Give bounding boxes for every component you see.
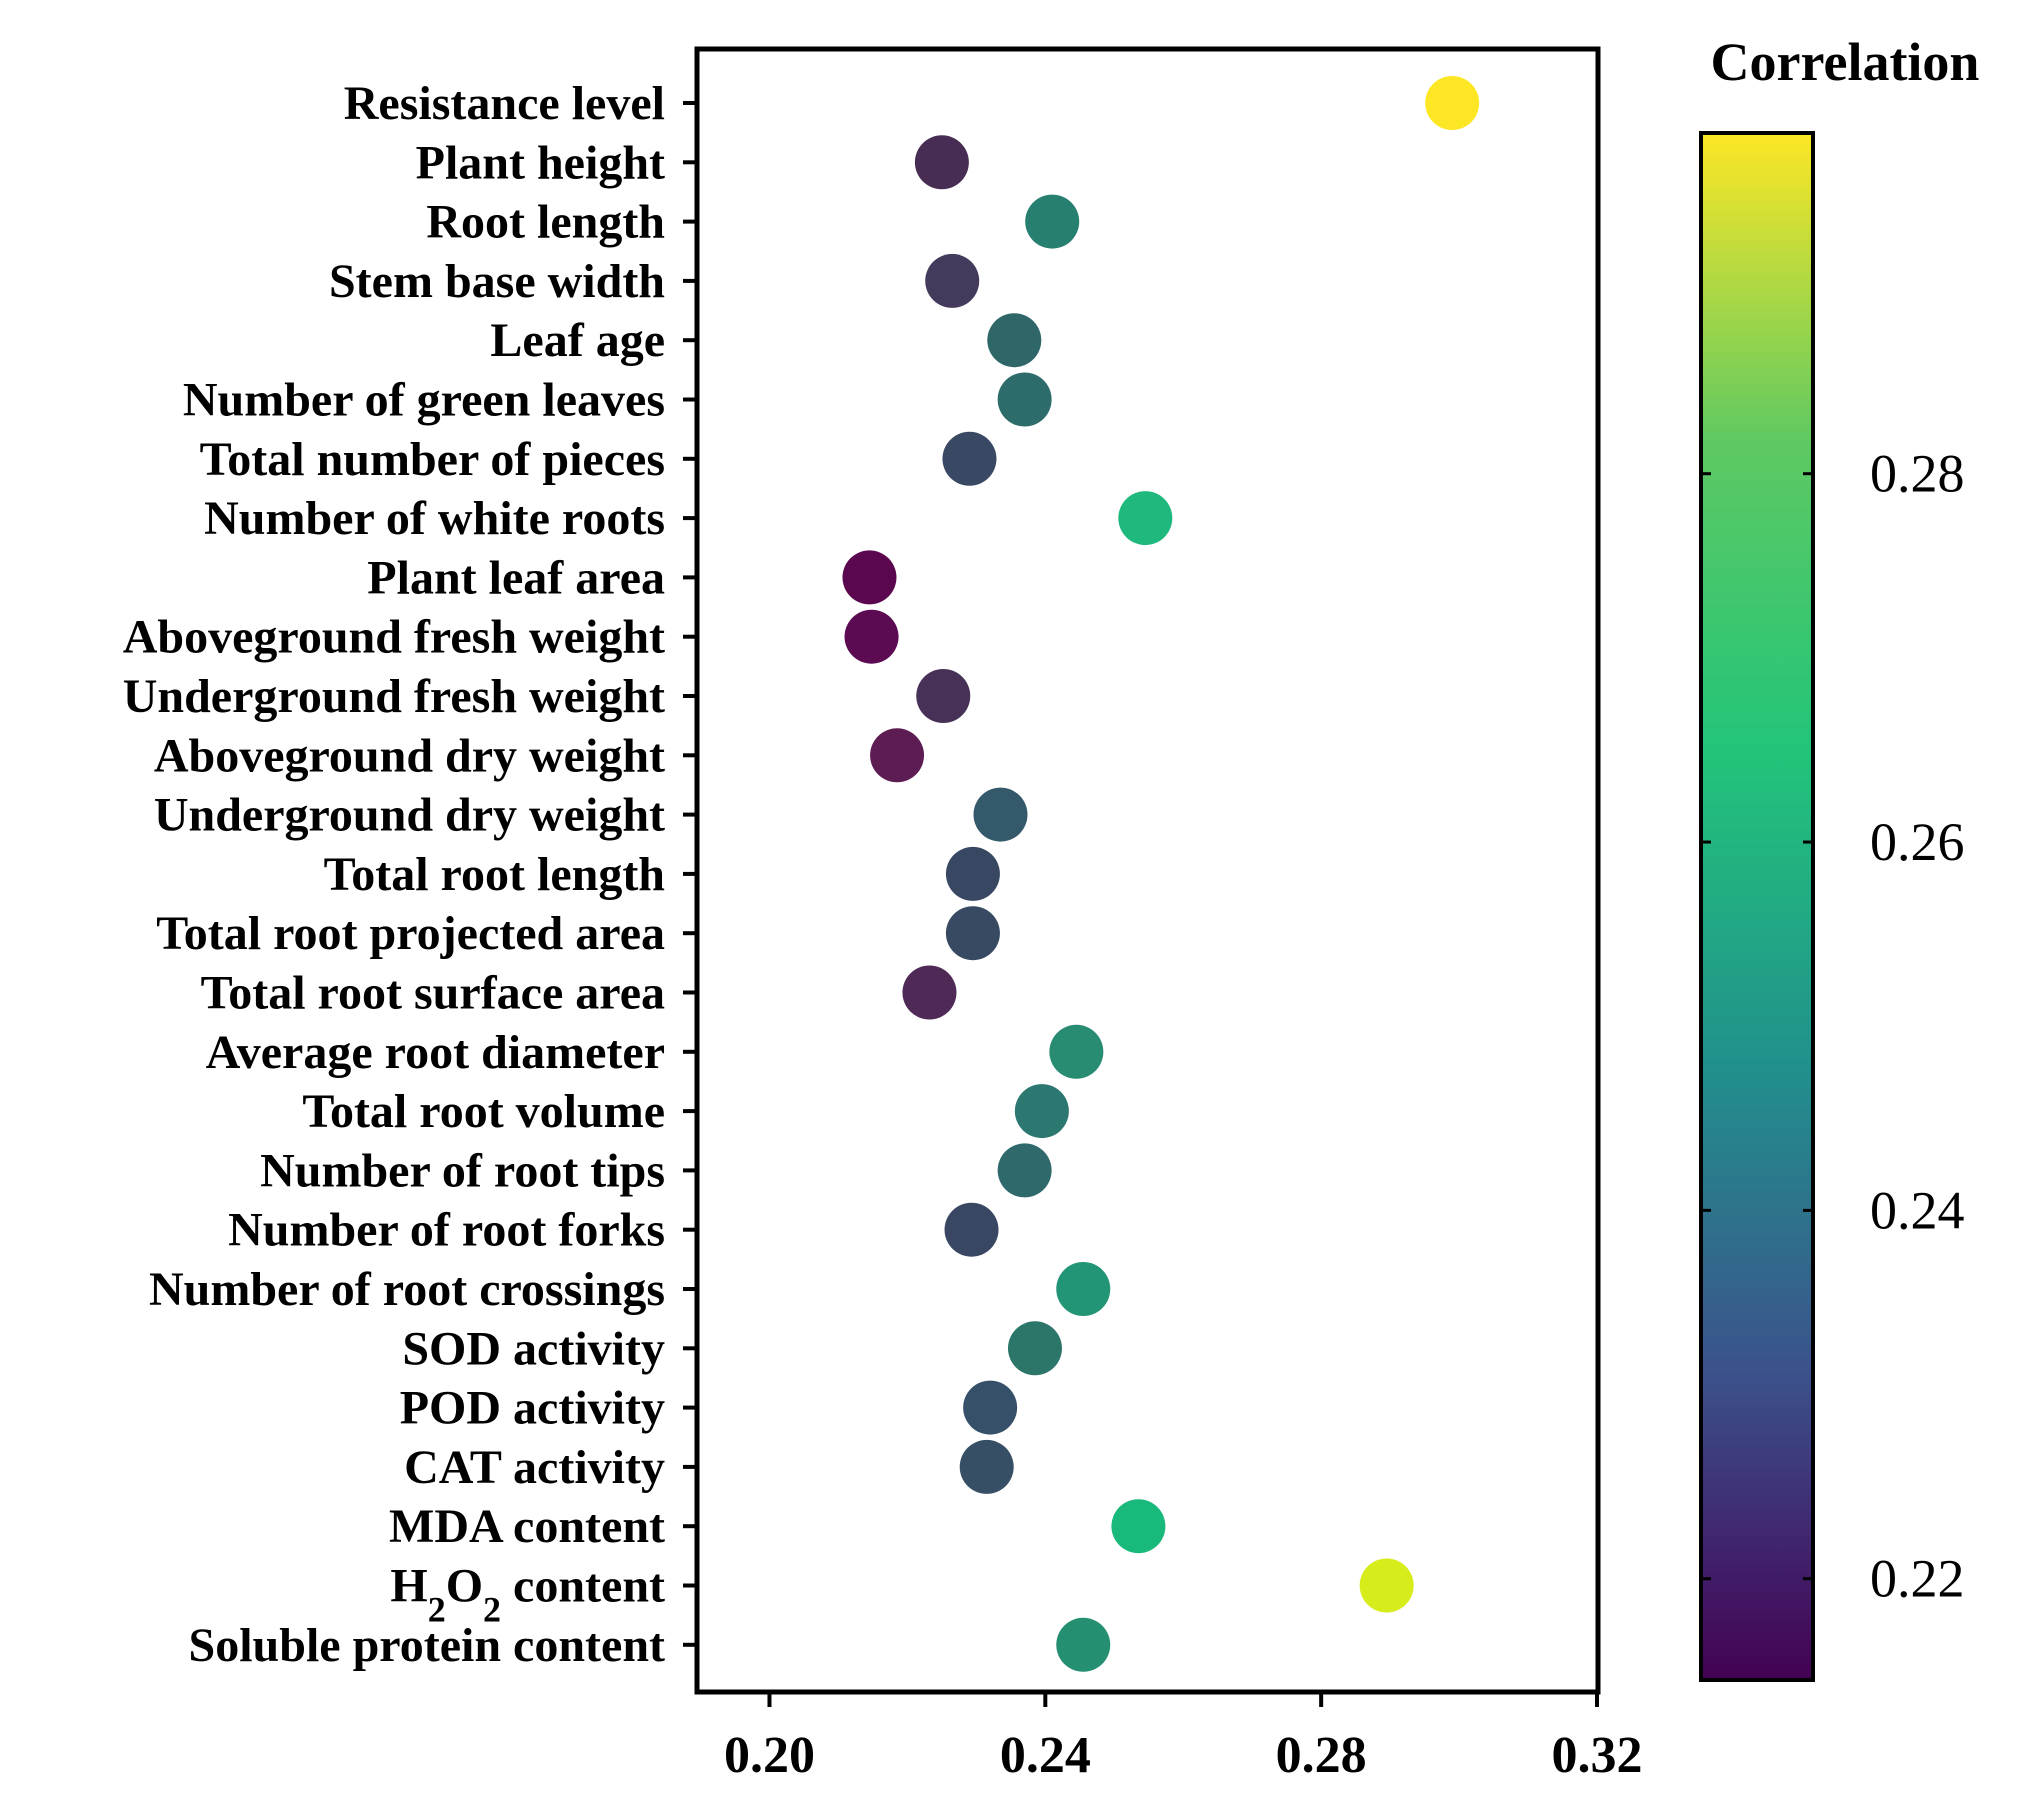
category-label-cat-activity: CAT activity <box>404 1441 665 1494</box>
category-label-plant-height: Plant height <box>416 136 665 189</box>
category-label-total-root-volume: Total root volume <box>302 1085 665 1138</box>
category-label-number-of-green-leaves: Number of green leaves <box>183 374 665 427</box>
data-point-underground-dry-weight <box>973 787 1028 842</box>
colorbar-ticks: 0.22 0.24 0.26 0.28 <box>1701 444 1965 1609</box>
data-point-mda-content <box>1111 1499 1166 1554</box>
data-point-soluble-protein-content <box>1056 1617 1111 1672</box>
data-point-number-of-root-forks <box>944 1202 999 1257</box>
category-label-stem-base-width: Stem base width <box>329 255 665 308</box>
data-point-total-root-projected-area <box>945 906 1000 961</box>
category-label-sod-activity: SOD activity <box>402 1322 665 1375</box>
data-point-total-root-surface-area <box>902 965 957 1020</box>
colorbar <box>1699 131 1815 1682</box>
data-points <box>842 76 1480 1672</box>
category-label-root-length: Root length <box>426 196 665 249</box>
category-label-total-root-surface-area: Total root surface area <box>201 967 665 1020</box>
colorbar-tick-label-0.28: 0.28 <box>1870 444 1965 504</box>
data-point-leaf-age <box>987 313 1042 368</box>
data-point-total-number-of-pieces <box>942 431 997 486</box>
x-tick-label-0.20: 0.20 <box>724 1727 815 1784</box>
colorbar-tick-label-0.26: 0.26 <box>1870 812 1965 872</box>
data-point-number-of-green-leaves <box>997 372 1052 427</box>
category-label-underground-fresh-weight: Underground fresh weight <box>123 670 665 723</box>
data-point-resistance-level <box>1425 76 1480 130</box>
data-point-sod-activity <box>1007 1321 1062 1376</box>
data-point-pod-activity <box>963 1380 1018 1435</box>
colorbar-title: Correlation <box>1711 32 1980 92</box>
category-labels: Resistance level Plant height Root length S… <box>123 77 665 1672</box>
data-point-total-root-length <box>945 846 1000 901</box>
y-axis-ticks <box>683 101 697 1647</box>
category-label-total-root-projected-area: Total root projected area <box>156 907 665 960</box>
data-point-stem-base-width <box>925 253 980 308</box>
category-label-soluble-protein-content: Soluble protein content <box>189 1619 666 1672</box>
category-label-average-root-diameter: Average root diameter <box>206 1026 665 1079</box>
category-label-number-of-root-tips: Number of root tips <box>260 1144 665 1197</box>
data-point-h2o2-content <box>1359 1558 1414 1613</box>
x-tick-label-0.32: 0.32 <box>1552 1727 1643 1784</box>
data-point-number-of-root-crossings <box>1056 1262 1111 1316</box>
data-point-total-root-volume <box>1014 1084 1069 1139</box>
category-label-number-of-white-roots: Number of white roots <box>204 492 665 545</box>
data-point-average-root-diameter <box>1049 1024 1104 1079</box>
category-label-aboveground-fresh-weight: Aboveground fresh weight <box>123 611 665 664</box>
category-label-mda-content: MDA content <box>389 1500 665 1553</box>
data-point-aboveground-fresh-weight <box>844 609 899 664</box>
category-label-underground-dry-weight: Underground dry weight <box>154 789 665 842</box>
data-point-plant-leaf-area <box>842 550 897 605</box>
data-point-aboveground-dry-weight <box>870 728 925 783</box>
colorbar-tick-label-0.22: 0.22 <box>1870 1549 1965 1609</box>
category-label-number-of-root-forks: Number of root forks <box>228 1204 665 1257</box>
category-label-leaf-age: Leaf age <box>490 314 665 367</box>
category-label-aboveground-dry-weight: Aboveground dry weight <box>154 729 665 782</box>
colorbar-tick-label-0.24: 0.24 <box>1870 1180 1965 1240</box>
data-point-cat-activity <box>959 1439 1014 1494</box>
data-point-underground-fresh-weight <box>916 669 971 723</box>
data-point-number-of-root-tips <box>997 1143 1052 1198</box>
data-point-number-of-white-roots <box>1118 491 1173 546</box>
data-point-plant-height <box>914 135 969 190</box>
x-tick-label-0.24: 0.24 <box>1000 1727 1091 1784</box>
category-label-total-root-length: Total root length <box>324 848 665 901</box>
category-label-pod-activity: POD activity <box>400 1382 665 1435</box>
category-label-plant-leaf-area: Plant leaf area <box>367 551 665 604</box>
x-axis-ticks: 0.20 0.24 0.28 0.32 <box>724 1692 1643 1784</box>
category-label-total-number-of-pieces: Total number of pieces <box>200 433 665 486</box>
category-label-resistance-level: Resistance level <box>344 77 665 130</box>
category-label-number-of-root-crossings: Number of root crossings <box>149 1263 665 1316</box>
x-tick-label-0.28: 0.28 <box>1276 1727 1367 1784</box>
plot-frame <box>694 46 1601 1695</box>
data-point-root-length <box>1025 194 1080 249</box>
category-label-h2o2-content: H2O2 content <box>390 1560 665 1630</box>
